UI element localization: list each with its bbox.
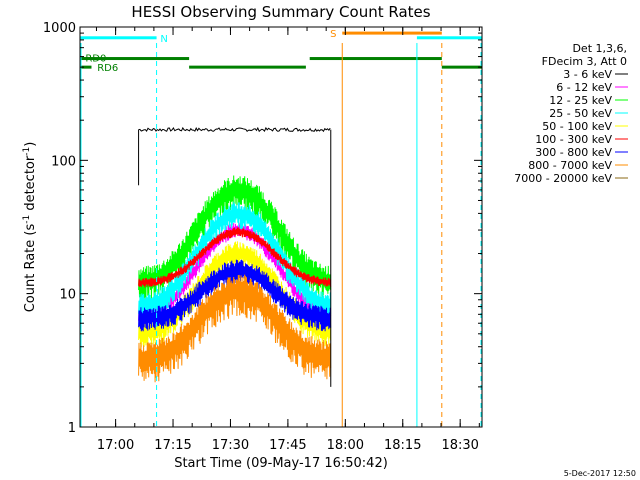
y-tick-label: 100 — [51, 154, 76, 169]
x-tick-label: 18:00 — [327, 438, 364, 453]
status-label-rd6: RD6 — [97, 63, 118, 74]
legend-entry-label: 6 - 12 keV — [556, 81, 612, 94]
series-1 — [138, 222, 332, 321]
plot-data — [138, 126, 332, 387]
legend-entry-label: 3 - 6 keV — [563, 68, 612, 81]
legend-entry-label: 800 - 7000 keV — [528, 159, 612, 172]
status-bar-rd6-0 — [80, 65, 92, 69]
vertical-markers — [80, 43, 482, 427]
series-0 — [138, 126, 331, 133]
series-3 — [138, 201, 332, 321]
x-tick-label: 17:15 — [154, 438, 191, 453]
status-bar-n-0 — [80, 36, 157, 40]
status-label-rd0: RD0 — [85, 54, 106, 65]
legend-entry-label: 50 - 100 keV — [542, 120, 612, 133]
y-tick-label: 10 — [59, 288, 76, 303]
legend-entry-label: 100 - 300 keV — [535, 133, 612, 146]
x-axis: 17:00 17:15 17:30 17:45 18:00 18:15 18:30 — [95, 27, 480, 453]
series-5 — [138, 227, 332, 288]
status-bar-s-0 — [342, 31, 442, 35]
chart-title: HESSI Observing Summary Count Rates — [131, 3, 430, 21]
plot-frame — [79, 26, 483, 428]
status-label-n: N — [160, 34, 167, 45]
legend-header-1: Det 1,3,6, — [572, 42, 627, 55]
series-6 — [138, 259, 332, 332]
x-tick-label: 17:00 — [97, 438, 134, 453]
y-tick-label: 1000 — [43, 21, 76, 36]
x-tick-label: 17:45 — [269, 438, 306, 453]
legend-header-2: FDecim 3, Att 0 — [542, 55, 627, 68]
status-bar-rd0-1 — [309, 57, 442, 61]
legend-entry-label: 25 - 50 keV — [549, 107, 612, 120]
x-axis-label: Start Time (09-May-17 16:50:42) — [174, 456, 388, 471]
generation-timestamp: 5-Dec-2017 12:50 — [564, 469, 636, 478]
x-tick-label: 17:30 — [212, 438, 249, 453]
status-bar-rd0-0 — [80, 57, 190, 61]
legend-entry-label: 300 - 800 keV — [535, 146, 612, 159]
legend-entry-label: 12 - 25 keV — [549, 94, 612, 107]
status-bar-rd6-1 — [189, 65, 306, 69]
status-label-s: S — [330, 29, 336, 40]
x-tick-label: 18:30 — [441, 438, 478, 453]
status-bar-n-1 — [416, 36, 482, 40]
status-bar-rd6-2 — [441, 65, 482, 69]
x-tick-label: 18:15 — [384, 438, 421, 453]
series-7 — [138, 274, 332, 383]
y-axis-label: Count Rate (s-1 detector-1) — [22, 142, 38, 313]
y-axis: 1 10 100 1000 — [43, 21, 482, 436]
legend-entry-label: 7000 - 20000 keV — [514, 172, 612, 185]
y-tick-label: 1 — [68, 421, 76, 436]
series-4 — [138, 241, 332, 348]
